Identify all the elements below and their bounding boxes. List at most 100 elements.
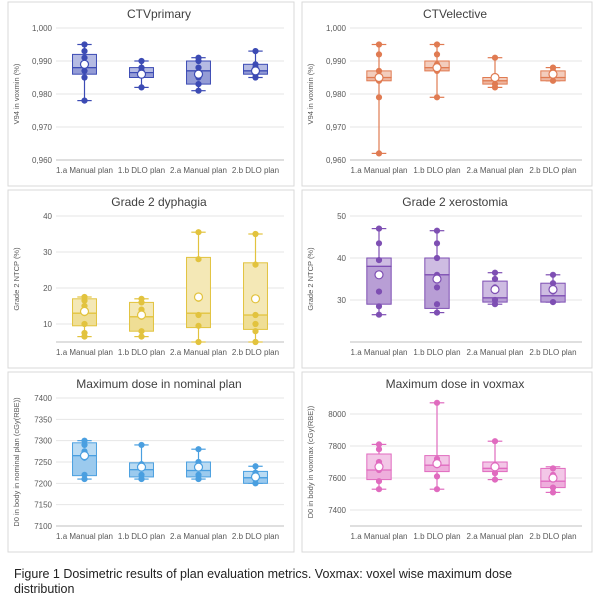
data-point: [375, 311, 383, 318]
box-upper: [243, 262, 268, 316]
data-point: [81, 293, 88, 301]
data-point: [433, 301, 441, 308]
box-group-2: 1.b DLO plan: [413, 399, 461, 541]
box-group-4: 2.b DLO plan: [529, 465, 577, 541]
data-point: [375, 478, 383, 485]
figure-charts: CTVprimary 0,960 0,970 0,980 0,990 1,000 V94 i…: [7, 1, 593, 553]
y-axis-label: V94 in voxmin (%): [12, 63, 21, 124]
data-point: [81, 47, 88, 55]
data-point: [195, 322, 202, 329]
caption-line-2: distribution: [14, 582, 75, 596]
data-point: [375, 303, 383, 310]
x-tick-label: 2.a Manual plan: [170, 348, 227, 357]
x-tick-label: 1.b DLO plan: [118, 532, 165, 541]
y-axis-label: D0 in body in voxmax (cGy(RBE)): [306, 405, 315, 518]
x-tick-label: 2.a Manual plan: [467, 166, 524, 175]
data-point: [433, 399, 441, 406]
mean-marker: [79, 59, 90, 69]
data-point: [433, 227, 441, 234]
data-point: [195, 256, 202, 263]
data-point: [138, 441, 145, 449]
mean-marker: [432, 274, 442, 284]
y-tick-label: 50: [337, 212, 346, 221]
x-tick-label: 1.a Manual plan: [351, 532, 408, 541]
x-tick-label: 2.b DLO plan: [529, 166, 576, 175]
chart-title: Maximum dose in nominal plan: [76, 377, 241, 391]
y-tick-label: 20: [43, 284, 52, 293]
data-point: [138, 333, 145, 340]
x-tick-label: 1.a Manual plan: [351, 348, 408, 357]
x-tick-label: 2.b DLO plan: [232, 348, 279, 357]
box-group-2: 1.b DLO plan: [118, 57, 165, 175]
box-group-4: 2.b DLO plan: [529, 271, 577, 357]
mean-marker: [136, 462, 147, 472]
data-point: [491, 296, 499, 304]
box-group-4: 2.b DLO plan: [232, 230, 279, 357]
data-point: [252, 261, 259, 268]
data-point: [81, 41, 88, 48]
data-point: [549, 465, 557, 472]
box-group-1: 1.a Manual plan: [56, 437, 113, 541]
data-point: [81, 329, 88, 337]
box-group-2: 1.b DLO plan: [118, 441, 165, 541]
data-point: [252, 320, 259, 328]
mean-marker: [374, 72, 384, 83]
data-point: [81, 74, 88, 81]
y-tick-label: 7600: [328, 474, 346, 483]
data-point: [375, 225, 383, 232]
chart-panel-2: CTVelective 0,960 0,970 0,980 0,990 1,000 V94 …: [301, 1, 593, 187]
data-point: [433, 240, 441, 247]
data-point: [375, 288, 383, 295]
y-axis-label: Grade 2 NTCP (%): [306, 247, 315, 311]
mean-marker: [490, 72, 500, 83]
y-tick-label: 7100: [34, 522, 52, 531]
y-tick-label: 0,980: [326, 90, 347, 99]
mean-marker: [548, 284, 558, 295]
mean-marker: [548, 69, 558, 79]
mean-marker: [250, 66, 261, 76]
x-tick-label: 2.b DLO plan: [529, 532, 576, 541]
mean-marker: [250, 294, 261, 304]
box-upper: [186, 256, 211, 314]
chart-title: CTVelective: [423, 7, 487, 21]
data-point: [195, 54, 202, 61]
box-group-3: 2.a Manual plan: [170, 229, 227, 357]
y-tick-label: 40: [43, 212, 52, 221]
box-group-2: 1.b DLO plan: [413, 227, 461, 357]
data-point: [549, 64, 557, 71]
data-point: [138, 84, 145, 91]
mean-marker: [136, 310, 147, 320]
data-point: [433, 254, 441, 262]
box-group-1: 1.a Manual plan: [56, 41, 113, 175]
mean-marker: [374, 270, 384, 280]
mean-marker: [136, 69, 147, 79]
mean-marker: [490, 462, 500, 472]
x-tick-label: 1.b DLO plan: [413, 532, 460, 541]
y-tick-label: 0,990: [32, 57, 53, 66]
x-tick-label: 2.b DLO plan: [529, 348, 576, 357]
chart-title: CTVprimary: [127, 7, 191, 21]
y-tick-label: 30: [337, 296, 346, 305]
mean-marker: [193, 69, 204, 79]
x-tick-label: 2.a Manual plan: [170, 532, 227, 541]
y-axis-label: V94 in voxmin (%): [306, 63, 315, 124]
data-point: [252, 463, 259, 470]
data-point: [195, 80, 202, 88]
box-group-4: 2.b DLO plan: [529, 64, 577, 175]
y-tick-label: 1,000: [326, 24, 347, 33]
box-group-3: 2.a Manual plan: [170, 446, 227, 541]
data-point: [81, 320, 88, 328]
data-point: [375, 51, 383, 58]
data-point: [252, 61, 259, 68]
data-point: [138, 295, 145, 302]
x-tick-label: 2.a Manual plan: [467, 348, 524, 357]
box-group-3: 2.a Manual plan: [467, 54, 524, 175]
data-point: [81, 437, 88, 444]
x-tick-label: 1.a Manual plan: [351, 166, 408, 175]
data-point: [491, 438, 499, 445]
y-tick-label: 0,980: [32, 90, 53, 99]
data-point: [549, 484, 557, 491]
y-tick-label: 7350: [34, 415, 52, 424]
y-tick-label: 40: [337, 254, 346, 263]
data-point: [375, 41, 383, 48]
